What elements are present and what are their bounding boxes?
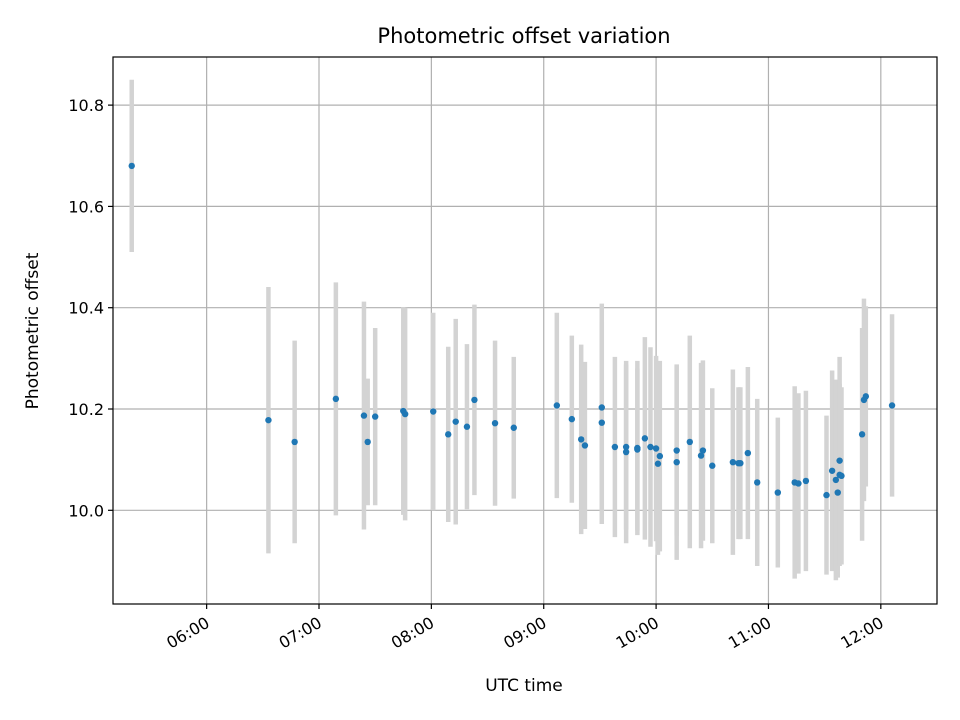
data-point xyxy=(634,444,641,452)
data-points xyxy=(128,162,896,499)
data-point xyxy=(774,489,782,496)
data-point xyxy=(656,452,664,460)
data-point xyxy=(364,438,371,446)
y-tick-label: 10.6 xyxy=(68,197,104,216)
data-point xyxy=(729,458,737,466)
data-point xyxy=(838,472,845,480)
y-tick-label: 10.8 xyxy=(68,96,104,115)
data-point xyxy=(577,436,585,443)
x-tick-label: 08:00 xyxy=(388,613,437,653)
data-point xyxy=(360,412,368,419)
x-axis: 06:00 07:00 08:00 09:00 10:00 11:00 12:00 xyxy=(163,604,887,653)
x-axis-label: UTC time xyxy=(485,676,563,696)
x-tick-label: 06:00 xyxy=(163,613,212,653)
data-point xyxy=(828,467,836,474)
data-point xyxy=(568,415,576,423)
data-point xyxy=(553,402,561,409)
y-axis-label: Photometric offset xyxy=(23,252,43,409)
data-point xyxy=(445,431,452,438)
x-tick-label: 11:00 xyxy=(725,613,774,653)
x-tick-label: 10:00 xyxy=(613,613,662,653)
data-point xyxy=(802,477,810,485)
x-tick-label: 12:00 xyxy=(837,613,886,653)
data-point xyxy=(836,457,843,464)
data-point xyxy=(744,449,752,457)
y-tick-label: 10.2 xyxy=(68,400,104,419)
data-point xyxy=(371,413,379,420)
data-point xyxy=(622,448,630,456)
data-point xyxy=(598,419,605,426)
data-point xyxy=(128,162,135,170)
data-point xyxy=(491,419,499,427)
data-point xyxy=(823,491,830,499)
data-point xyxy=(291,438,298,446)
data-point xyxy=(832,476,840,484)
error-bars xyxy=(129,79,895,581)
plot-frame xyxy=(112,56,938,605)
data-point xyxy=(622,443,630,451)
data-point xyxy=(611,443,619,451)
data-point xyxy=(641,435,649,442)
data-point xyxy=(647,443,654,451)
data-point xyxy=(510,424,517,431)
data-point xyxy=(754,479,761,486)
data-point xyxy=(888,402,896,409)
data-point xyxy=(401,410,409,418)
data-point xyxy=(862,393,870,400)
data-point xyxy=(709,462,716,469)
y-tick-label: 10.4 xyxy=(68,299,104,318)
data-point xyxy=(471,396,478,404)
data-point xyxy=(697,452,705,459)
grid xyxy=(113,57,937,604)
chart-title: Photometric offset variation xyxy=(377,24,670,48)
data-point xyxy=(332,395,340,403)
x-tick-label: 09:00 xyxy=(500,613,549,653)
data-point xyxy=(686,438,693,446)
data-point xyxy=(795,480,802,487)
data-point xyxy=(654,460,662,467)
data-point xyxy=(673,447,680,454)
x-tick-label: 07:00 xyxy=(276,613,325,653)
data-point xyxy=(265,416,272,424)
y-axis: 10.0 10.2 10.4 10.6 10.8 xyxy=(68,96,113,520)
data-point xyxy=(673,458,680,466)
data-point xyxy=(737,459,744,467)
data-point xyxy=(463,423,471,430)
data-point xyxy=(699,447,707,454)
data-point xyxy=(858,431,866,438)
data-point xyxy=(581,442,589,449)
data-point xyxy=(452,418,459,425)
data-point xyxy=(430,408,437,415)
data-point xyxy=(652,445,660,452)
data-point xyxy=(598,404,605,411)
y-tick-label: 10.0 xyxy=(68,501,104,520)
data-point xyxy=(834,489,841,496)
